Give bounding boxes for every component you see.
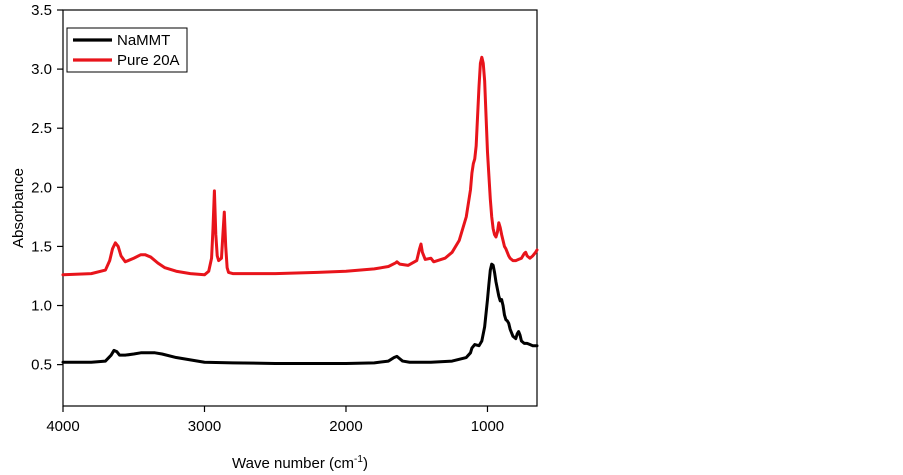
legend-label-series-0: NaMMT — [117, 32, 170, 49]
series-line-1 — [61, 55, 539, 277]
plot-frame — [62, 9, 538, 407]
legend-box — [66, 27, 188, 73]
x-tick-label: 3000 — [188, 418, 221, 435]
y-axis: 0.5 1.0 1.5 2.0 2.5 3.0 3.5 — [31, 2, 63, 374]
x-axis: 4000 3000 2000 1000 — [46, 406, 504, 435]
y-tick-label: 1.0 — [31, 298, 52, 315]
legend-label-series-1: Pure 20A — [117, 52, 180, 69]
x-axis-title-close: ) — [363, 455, 368, 472]
x-axis-title-superscript: -1 — [354, 454, 363, 465]
legend: NaMMT Pure 20A — [66, 27, 188, 73]
series-line-0 — [61, 262, 539, 365]
y-tick-label: 0.5 — [31, 357, 52, 374]
y-tick-label: 2.5 — [31, 120, 52, 137]
x-axis-title: Wave number (cm-1) — [232, 454, 368, 472]
y-tick-label: 1.5 — [31, 238, 52, 255]
x-tick-label: 1000 — [471, 418, 504, 435]
y-tick-label: 2.0 — [31, 179, 52, 196]
x-axis-title-main: Wave number (cm — [232, 455, 354, 472]
y-tick-label: 3.5 — [31, 2, 52, 19]
y-axis-title: Absorbance — [10, 168, 27, 248]
x-tick-label: 2000 — [329, 418, 362, 435]
series-layer — [61, 55, 539, 365]
x-tick-label: 4000 — [46, 418, 79, 435]
y-tick-label: 3.0 — [31, 61, 52, 78]
